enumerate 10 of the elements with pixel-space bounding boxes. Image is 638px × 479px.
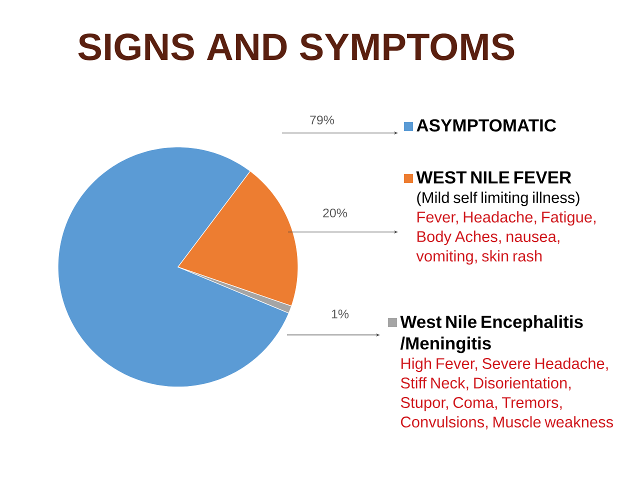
- text: High Fever, Severe Headache, Stiff Neck, Disorientation, Stupor, Coma, Tremors, Convulsions, Muscle weakness: [400, 358, 614, 430]
- text: Fever, Headache, Fatigue, Body Aches, nausea, vomiting, skin rash: [416, 211, 596, 265]
- data-label: 79%: [310, 116, 334, 124]
- text: (Mild self limiting illness): [417, 192, 580, 206]
- data-label: 1%: [332, 310, 349, 318]
- legend-label: West Nile Encephalitis /Meningitis: [400, 315, 583, 354]
- legend-label: ASYMPTOMATIC: [416, 119, 556, 132]
- data-label: 20%: [323, 208, 348, 218]
- chart-title: SIGNS AND SYMPTOMS: [78, 33, 514, 60]
- legend-label: WEST NILE FEVER: [416, 171, 572, 184]
